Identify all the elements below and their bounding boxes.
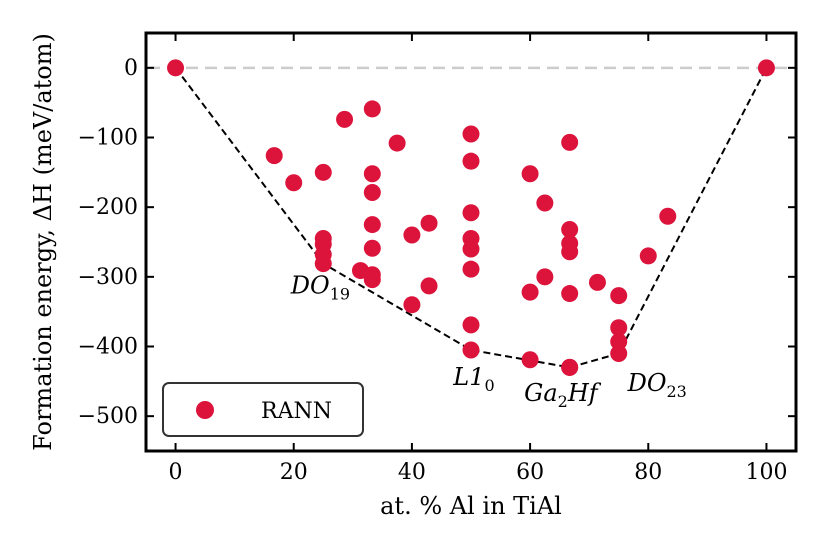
- y-tick-label: 0: [124, 56, 138, 81]
- phase-annotation: DO19: [290, 272, 350, 304]
- phase-annotation: Ga2Hf: [524, 379, 602, 411]
- data-point: [561, 133, 579, 151]
- x-axis-title: at. % Al in TiAl: [380, 492, 562, 520]
- x-tick-label: 40: [398, 460, 426, 485]
- plot-frame: [144, 31, 798, 453]
- x-tick-label: 60: [516, 460, 544, 485]
- data-point: [462, 204, 480, 222]
- convex-hull-line: [174, 67, 768, 369]
- data-point: [521, 283, 539, 301]
- x-tick-label: 0: [169, 460, 183, 485]
- data-point: [462, 260, 480, 278]
- data-point: [363, 271, 381, 289]
- x-tick-label: 100: [745, 460, 787, 485]
- data-point: [363, 100, 381, 118]
- data-point: [561, 285, 579, 303]
- data-point: [167, 59, 185, 77]
- data-point: [610, 319, 628, 337]
- data-point: [659, 207, 677, 225]
- data-point: [285, 174, 303, 192]
- data-point: [561, 358, 579, 376]
- data-point: [610, 287, 628, 305]
- data-point: [536, 194, 554, 212]
- y-tick-label: −500: [78, 404, 138, 429]
- data-point: [610, 344, 628, 362]
- phase-annotation: DO23: [627, 369, 687, 401]
- data-point: [639, 247, 657, 265]
- y-tick-label: −200: [78, 195, 138, 220]
- phase-annotation: L10: [452, 363, 494, 395]
- data-point: [420, 214, 438, 232]
- y-tick-label: −300: [78, 265, 138, 290]
- annotations-layer: DO19 L10 Ga2Hf DO23: [290, 272, 687, 411]
- data-point: [462, 341, 480, 359]
- legend: RANN: [162, 382, 364, 437]
- y-axis-title: Formation energy, ΔH (meV/atom): [29, 33, 57, 451]
- data-point: [462, 152, 480, 170]
- data-point: [610, 333, 628, 351]
- convex-hull-layer: [174, 67, 768, 369]
- data-point: [363, 165, 381, 183]
- legend-box: [162, 382, 364, 437]
- legend-marker: [196, 401, 214, 419]
- axis-ticks-layer: 0 20 40 60 80 100 0 −100 −200 −300 −400 −500: [78, 33, 796, 485]
- data-point: [420, 277, 438, 295]
- data-point: [757, 59, 775, 77]
- y-tick-label: −100: [78, 126, 138, 151]
- x-tick-label: 80: [634, 460, 662, 485]
- data-point: [561, 220, 579, 238]
- data-point: [462, 316, 480, 334]
- data-point: [403, 226, 421, 244]
- data-point: [314, 163, 332, 181]
- data-point: [265, 147, 283, 165]
- data-point: [521, 351, 539, 369]
- data-point: [462, 240, 480, 258]
- x-tick-label: 20: [280, 460, 308, 485]
- data-point: [314, 255, 332, 273]
- data-point: [363, 184, 381, 202]
- data-point: [536, 268, 554, 286]
- data-point: [388, 134, 406, 152]
- data-point: [363, 239, 381, 257]
- data-point: [462, 125, 480, 143]
- data-point: [561, 243, 579, 261]
- data-point: [336, 110, 354, 128]
- data-points-layer: [167, 59, 775, 376]
- data-point: [403, 296, 421, 314]
- data-point: [363, 216, 381, 234]
- data-point: [588, 273, 606, 291]
- legend-label: RANN: [261, 399, 332, 424]
- y-tick-label: −400: [78, 335, 138, 360]
- data-point: [521, 165, 539, 183]
